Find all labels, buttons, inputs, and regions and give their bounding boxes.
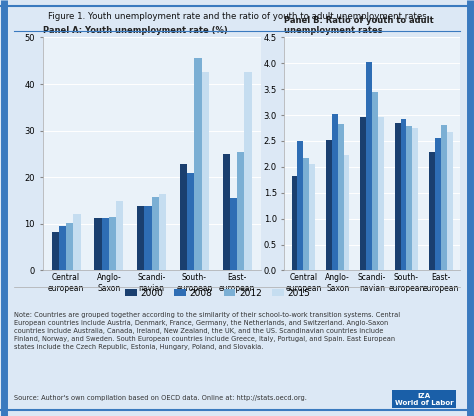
- Bar: [429, 152, 435, 270]
- Bar: [180, 164, 187, 270]
- Bar: [101, 218, 109, 270]
- Bar: [344, 156, 349, 270]
- Bar: [303, 158, 309, 270]
- Bar: [194, 58, 202, 270]
- Bar: [202, 72, 209, 270]
- Text: Source: Author's own compilation based on OECD data. Online at: http://stats.oec: Source: Author's own compilation based o…: [14, 395, 307, 401]
- Bar: [94, 218, 101, 270]
- Text: Panel A: Youth unemployment rate (%): Panel A: Youth unemployment rate (%): [43, 26, 228, 35]
- Text: Panel B: Ratio of youth to adult
unemployment rates: Panel B: Ratio of youth to adult unemplo…: [284, 16, 434, 35]
- Bar: [309, 164, 315, 270]
- Bar: [152, 197, 159, 270]
- Bar: [366, 62, 372, 270]
- Bar: [337, 124, 344, 270]
- Bar: [59, 226, 66, 270]
- Bar: [395, 123, 401, 270]
- Bar: [372, 92, 378, 270]
- Bar: [407, 126, 412, 270]
- Bar: [137, 206, 145, 270]
- Bar: [447, 131, 453, 270]
- Bar: [66, 223, 73, 270]
- Legend: 2000, 2008, 2012, 2015: 2000, 2008, 2012, 2015: [122, 285, 314, 301]
- Text: IZA
World of Labor: IZA World of Labor: [395, 393, 454, 406]
- Bar: [159, 193, 166, 270]
- Bar: [292, 176, 298, 270]
- Bar: [245, 72, 252, 270]
- Bar: [223, 154, 230, 270]
- Bar: [378, 116, 384, 270]
- Bar: [298, 141, 303, 270]
- Bar: [230, 198, 237, 270]
- Text: Note: Countries are grouped together according to the similarity of their school: Note: Countries are grouped together acc…: [14, 312, 401, 350]
- Bar: [116, 201, 123, 270]
- Bar: [109, 217, 116, 270]
- Bar: [237, 151, 245, 270]
- Bar: [401, 119, 407, 270]
- Bar: [52, 232, 59, 270]
- Bar: [412, 128, 418, 270]
- Bar: [187, 173, 194, 270]
- Bar: [73, 215, 81, 270]
- Bar: [360, 116, 366, 270]
- Bar: [441, 126, 447, 270]
- Bar: [326, 140, 332, 270]
- Bar: [145, 206, 152, 270]
- Bar: [435, 139, 441, 270]
- Bar: [332, 114, 337, 270]
- Text: Figure 1. Youth unemployment rate and the ratio of youth to adult unemployment r: Figure 1. Youth unemployment rate and th…: [47, 12, 427, 22]
